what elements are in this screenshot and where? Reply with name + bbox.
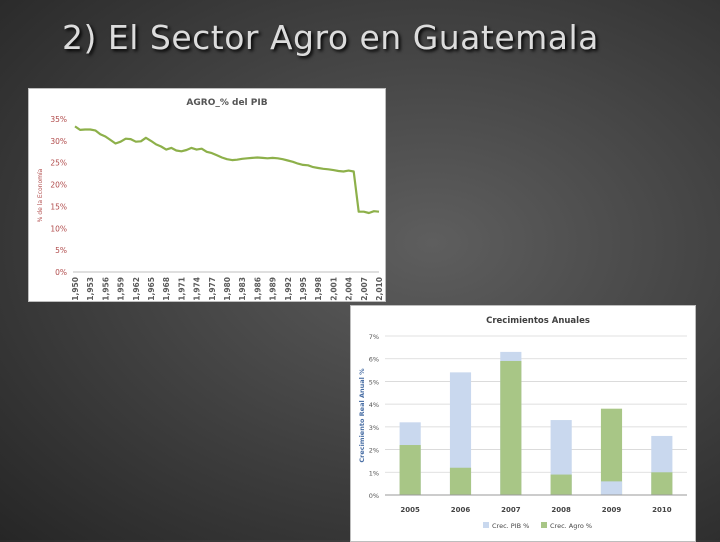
x-tick-label: 2007 <box>501 506 521 514</box>
x-tick-label: 1,995 <box>299 277 308 301</box>
x-tick-label: 1,959 <box>117 277 126 301</box>
legend-swatch <box>541 522 547 528</box>
x-tick-label: 2,004 <box>345 277 354 301</box>
agro-pib-line-chart: AGRO_% del PIB % de la Economía 35% 30% 25% 2… <box>28 88 386 302</box>
x-tick-label: 1,956 <box>101 277 110 301</box>
y-tick-label: 6% <box>369 356 379 364</box>
y-tick-label: 5% <box>369 378 379 386</box>
x-tick-label: 2,001 <box>329 277 338 301</box>
bar-crec-agro <box>600 408 623 495</box>
slide-title: 2) El Sector Agro en Guatemala <box>62 18 599 57</box>
y-tick-label: 35% <box>50 115 67 124</box>
x-tick-label: 2,010 <box>375 277 384 301</box>
y-tick-label: 0% <box>55 268 67 277</box>
x-tick-label: 1,998 <box>314 277 323 301</box>
bar-crec-agro <box>500 360 522 495</box>
legend-label: Crec. Agro % <box>550 522 592 530</box>
x-tick-label: 2005 <box>400 506 420 514</box>
bar-crec-agro <box>449 467 472 495</box>
bar-crec-agro <box>399 445 421 495</box>
y-tick-label: 25% <box>50 159 67 168</box>
x-tick-label: 2008 <box>551 506 571 514</box>
x-tick-label: 1,974 <box>193 277 202 301</box>
y-tick-label: 2% <box>369 447 379 455</box>
bar-crec-pib <box>449 372 472 495</box>
y-tick-label: 20% <box>50 181 67 190</box>
x-tick-label: 1,977 <box>208 277 217 301</box>
x-tick-label: 1,980 <box>223 277 232 301</box>
chart-title: AGRO_% del PIB <box>186 98 267 108</box>
x-tick-label: 1,986 <box>253 277 262 301</box>
y-tick-label: 4% <box>369 401 379 409</box>
line-chart-svg: AGRO_% del PIB % de la Economía 35% 30% 25% 2… <box>37 98 384 301</box>
x-tick-label: 1,989 <box>269 277 278 301</box>
x-tick-label: 2009 <box>602 506 622 514</box>
x-tick-label: 1,953 <box>86 277 95 301</box>
y-tick-label: 7% <box>369 333 379 341</box>
x-tick-label: 1,965 <box>147 277 156 301</box>
chart-title: Crecimientos Anuales <box>486 316 590 326</box>
x-tick-label: 1,950 <box>71 277 80 301</box>
y-tick-label: 30% <box>50 137 67 146</box>
y-tick-label: 1% <box>369 469 379 477</box>
x-tick-label: 1,983 <box>238 277 247 301</box>
bar-crec-agro <box>651 472 673 495</box>
x-tick-label: 2,007 <box>360 277 369 301</box>
y-tick-label: 10% <box>50 224 67 233</box>
y-tick-label: 0% <box>369 492 379 500</box>
bar-crec-agro <box>550 474 572 495</box>
y-tick-label: 15% <box>50 202 67 211</box>
x-tick-label: 1,971 <box>177 277 186 301</box>
y-tick-label: 5% <box>55 246 67 255</box>
bar-chart-svg: Crecimientos Anuales Crecimiento Real Anu… <box>358 316 687 530</box>
legend-label: Crec. PIB % <box>492 522 529 530</box>
x-tick-label: 1,968 <box>162 277 171 301</box>
x-tick-label: 1,962 <box>132 277 141 301</box>
annual-growth-bar-chart: Crecimientos Anuales Crecimiento Real Anu… <box>350 305 696 542</box>
x-tick-label: 1,992 <box>284 277 293 301</box>
bar-crec-pib <box>600 481 623 495</box>
y-tick-label: 3% <box>369 424 379 432</box>
y-axis-label: % de la Economía <box>37 168 44 222</box>
series-line-agro-pib <box>74 125 380 215</box>
x-tick-label: 2006 <box>451 506 471 514</box>
y-axis-label: Crecimiento Real Anual % <box>358 368 366 463</box>
legend-swatch <box>483 522 489 528</box>
x-tick-label: 2010 <box>652 506 672 514</box>
